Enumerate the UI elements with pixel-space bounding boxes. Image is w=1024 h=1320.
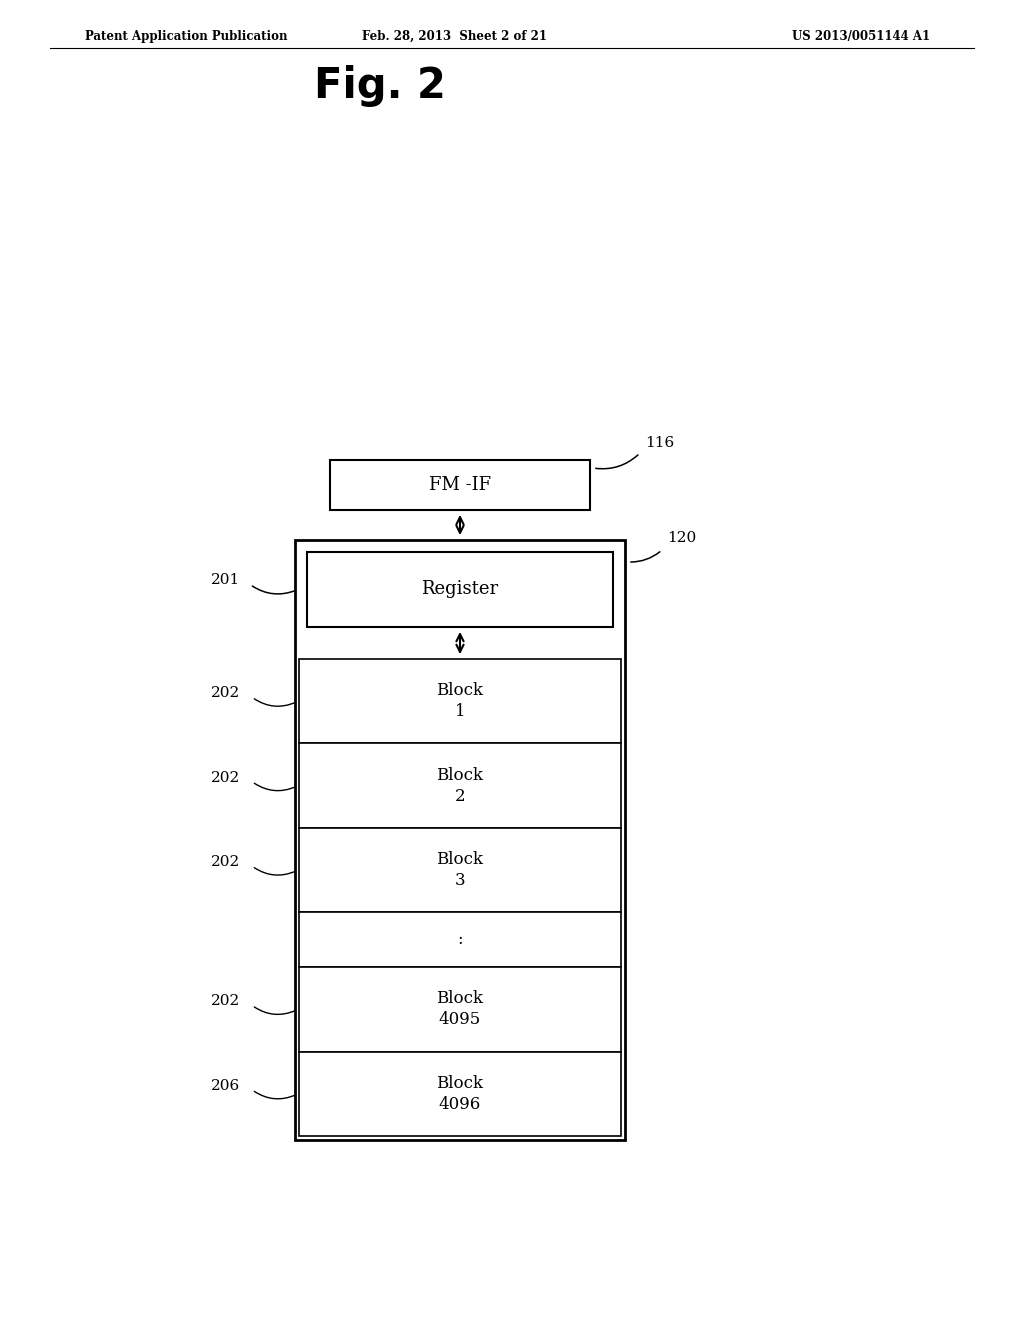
Text: Patent Application Publication: Patent Application Publication <box>85 30 288 44</box>
Text: Block
1: Block 1 <box>436 682 483 721</box>
Bar <box>307 552 613 627</box>
Bar <box>299 1052 621 1137</box>
Text: 202: 202 <box>211 855 240 869</box>
Text: :: : <box>457 931 463 948</box>
Text: 202: 202 <box>211 994 240 1008</box>
Bar <box>299 968 621 1052</box>
Text: Feb. 28, 2013  Sheet 2 of 21: Feb. 28, 2013 Sheet 2 of 21 <box>362 30 548 44</box>
Text: 206: 206 <box>211 1078 240 1093</box>
Text: 116: 116 <box>645 436 674 450</box>
Text: FM -IF: FM -IF <box>429 477 492 494</box>
Text: Fig. 2: Fig. 2 <box>314 65 445 107</box>
Text: Block
4095: Block 4095 <box>436 990 483 1028</box>
Text: Block
4096: Block 4096 <box>436 1074 483 1113</box>
Text: Block
2: Block 2 <box>436 767 483 805</box>
Text: 202: 202 <box>211 686 240 700</box>
Text: 120: 120 <box>667 531 696 545</box>
Text: US 2013/0051144 A1: US 2013/0051144 A1 <box>792 30 930 44</box>
Bar <box>299 912 621 968</box>
Bar <box>299 828 621 912</box>
Bar <box>299 743 621 828</box>
Text: Register: Register <box>422 581 499 598</box>
Text: Block
3: Block 3 <box>436 851 483 888</box>
Bar <box>299 659 621 743</box>
Bar <box>295 540 625 1140</box>
Bar <box>330 459 590 510</box>
Text: 201: 201 <box>211 573 240 586</box>
Text: 202: 202 <box>211 771 240 784</box>
